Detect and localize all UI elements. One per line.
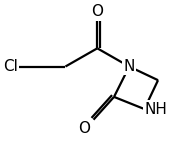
Text: NH: NH [144,102,167,116]
Text: O: O [78,121,90,136]
Text: N: N [124,59,135,74]
Text: Cl: Cl [3,59,18,74]
Text: O: O [91,4,103,19]
